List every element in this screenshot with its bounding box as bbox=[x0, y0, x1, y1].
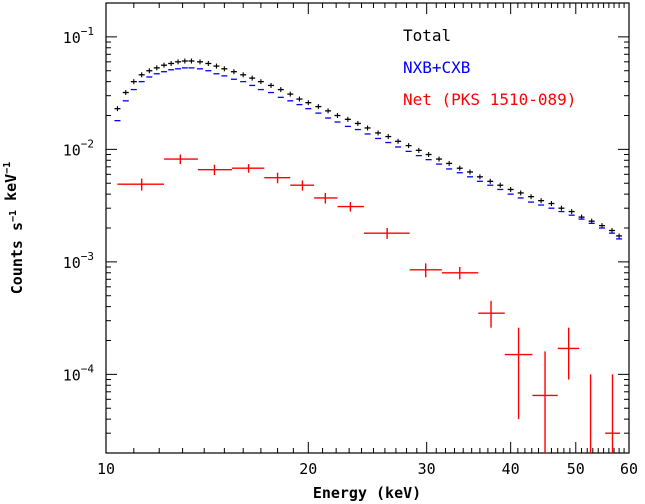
y-tick-label: 10−1 bbox=[63, 25, 94, 47]
series-0 bbox=[114, 58, 623, 239]
series-1 bbox=[114, 67, 623, 240]
x-tick-label: 50 bbox=[567, 460, 585, 478]
y-axis-label: Counts s−1 keV−1 bbox=[2, 162, 26, 294]
y-tick-label: 10−3 bbox=[63, 250, 94, 272]
axis-ticks bbox=[105, 2, 630, 454]
y-tick-labels: 10−1 10−2 10−3 10−4 bbox=[63, 25, 95, 385]
series-2 bbox=[117, 154, 621, 453]
x-tick-label: 10 bbox=[97, 460, 115, 478]
x-tick-label: 20 bbox=[299, 460, 317, 478]
x-axis-label: Energy (keV) bbox=[313, 484, 421, 502]
x-tick-label: 40 bbox=[502, 460, 520, 478]
y-tick-label: 10−2 bbox=[63, 137, 94, 159]
data-layer bbox=[114, 58, 623, 453]
legend-item: NXB+CXB bbox=[403, 58, 470, 77]
legend-item: Total bbox=[403, 26, 451, 45]
x-tick-label: 30 bbox=[418, 460, 436, 478]
legend-item: Net (PKS 1510-089) bbox=[403, 90, 576, 109]
x-tick-labels: 10 20 30 40 50 60 bbox=[97, 460, 638, 478]
x-tick-label: 60 bbox=[620, 460, 638, 478]
y-tick-label: 10−4 bbox=[63, 362, 95, 384]
legend: Total NXB+CXB Net (PKS 1510-089) bbox=[403, 26, 576, 109]
plot-frame bbox=[105, 2, 630, 454]
